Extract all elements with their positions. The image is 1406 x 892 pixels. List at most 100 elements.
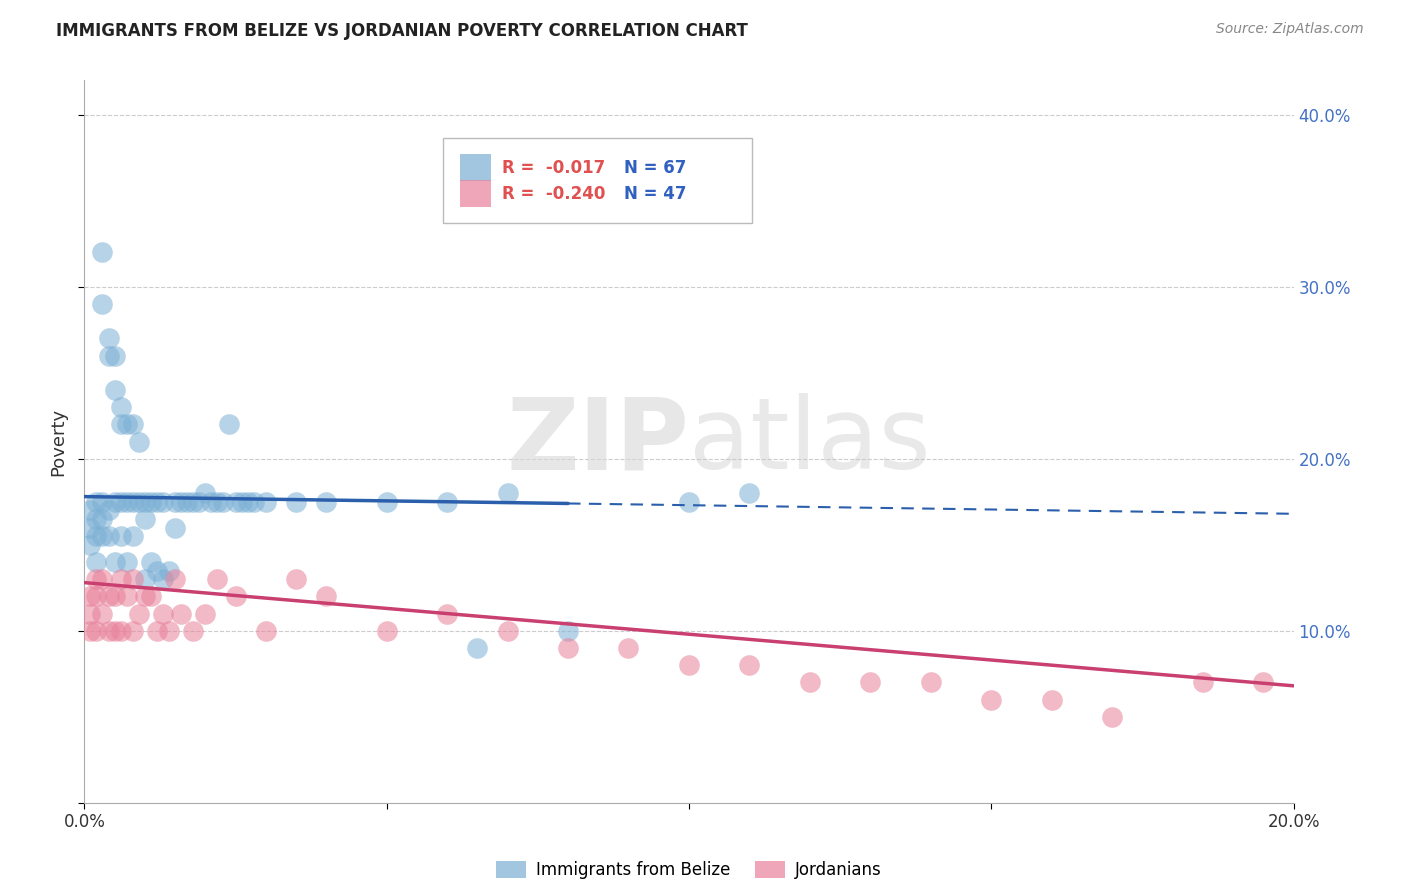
Point xyxy=(467,640,489,655)
Point xyxy=(207,572,229,586)
Point xyxy=(97,349,120,363)
Point xyxy=(1253,675,1275,690)
Point xyxy=(152,572,174,586)
Point xyxy=(1192,675,1215,690)
Point xyxy=(496,486,519,500)
Point xyxy=(152,494,174,508)
Point xyxy=(436,494,458,508)
Point xyxy=(165,520,187,534)
Point xyxy=(799,675,821,690)
Point xyxy=(115,590,138,604)
Point xyxy=(139,494,162,508)
Point xyxy=(194,486,217,500)
Point xyxy=(557,640,579,655)
Point xyxy=(79,590,101,604)
Point xyxy=(79,520,101,534)
Y-axis label: Poverty: Poverty xyxy=(49,408,67,475)
Point xyxy=(86,624,108,638)
Point xyxy=(176,494,198,508)
Point xyxy=(86,512,108,526)
Point xyxy=(97,624,120,638)
Point xyxy=(165,494,187,508)
Point xyxy=(139,590,162,604)
Point xyxy=(121,624,143,638)
Point xyxy=(146,624,169,638)
Point xyxy=(104,383,127,397)
Point xyxy=(91,245,114,260)
Point xyxy=(134,590,156,604)
Point xyxy=(254,494,277,508)
Point xyxy=(496,624,519,638)
Point xyxy=(97,529,120,543)
Point xyxy=(128,494,150,508)
Point xyxy=(97,503,120,517)
Point xyxy=(375,494,398,508)
Text: Source: ZipAtlas.com: Source: ZipAtlas.com xyxy=(1216,22,1364,37)
Point xyxy=(104,494,127,508)
Point xyxy=(194,607,217,621)
Text: N = 47: N = 47 xyxy=(624,185,686,202)
Point xyxy=(79,538,101,552)
Point xyxy=(91,297,114,311)
Point xyxy=(920,675,942,690)
Point xyxy=(231,494,253,508)
Point xyxy=(104,349,127,363)
Point xyxy=(110,400,132,414)
Point xyxy=(97,331,120,345)
Point xyxy=(181,624,204,638)
Point xyxy=(157,624,180,638)
Point xyxy=(200,494,222,508)
Point xyxy=(121,417,143,432)
Point xyxy=(104,555,127,569)
Point xyxy=(115,417,138,432)
Point xyxy=(115,555,138,569)
Text: R =  -0.240: R = -0.240 xyxy=(502,185,606,202)
Point xyxy=(104,590,127,604)
Text: ZIP: ZIP xyxy=(506,393,689,490)
Point xyxy=(121,494,143,508)
Point xyxy=(859,675,882,690)
Point xyxy=(157,564,180,578)
Point xyxy=(115,494,138,508)
Point xyxy=(110,529,132,543)
Point xyxy=(617,640,640,655)
Point xyxy=(152,607,174,621)
Point xyxy=(110,494,132,508)
Point xyxy=(121,572,143,586)
Point xyxy=(91,512,114,526)
Point xyxy=(134,494,156,508)
Point xyxy=(146,494,169,508)
Point xyxy=(170,494,193,508)
Point xyxy=(86,590,108,604)
Point xyxy=(315,590,337,604)
Point xyxy=(139,555,162,569)
Point xyxy=(557,624,579,638)
Point xyxy=(86,555,108,569)
Text: IMMIGRANTS FROM BELIZE VS JORDANIAN POVERTY CORRELATION CHART: IMMIGRANTS FROM BELIZE VS JORDANIAN POVE… xyxy=(56,22,748,40)
Point xyxy=(110,417,132,432)
Point xyxy=(79,624,101,638)
Point xyxy=(980,692,1002,706)
Point xyxy=(110,624,132,638)
Point xyxy=(1101,710,1123,724)
Point xyxy=(91,607,114,621)
Point xyxy=(146,564,169,578)
Text: N = 67: N = 67 xyxy=(624,159,686,177)
Point xyxy=(181,494,204,508)
Point xyxy=(225,494,247,508)
Point xyxy=(165,572,187,586)
Point xyxy=(738,658,761,673)
Point xyxy=(91,494,114,508)
Legend: Immigrants from Belize, Jordanians: Immigrants from Belize, Jordanians xyxy=(489,855,889,886)
Point xyxy=(315,494,337,508)
Point xyxy=(86,572,108,586)
Point xyxy=(91,572,114,586)
Point xyxy=(128,434,150,449)
Point xyxy=(375,624,398,638)
Point xyxy=(436,607,458,621)
Point xyxy=(97,590,120,604)
Text: atlas: atlas xyxy=(689,393,931,490)
Point xyxy=(218,417,240,432)
Point xyxy=(285,494,308,508)
Point xyxy=(104,624,127,638)
